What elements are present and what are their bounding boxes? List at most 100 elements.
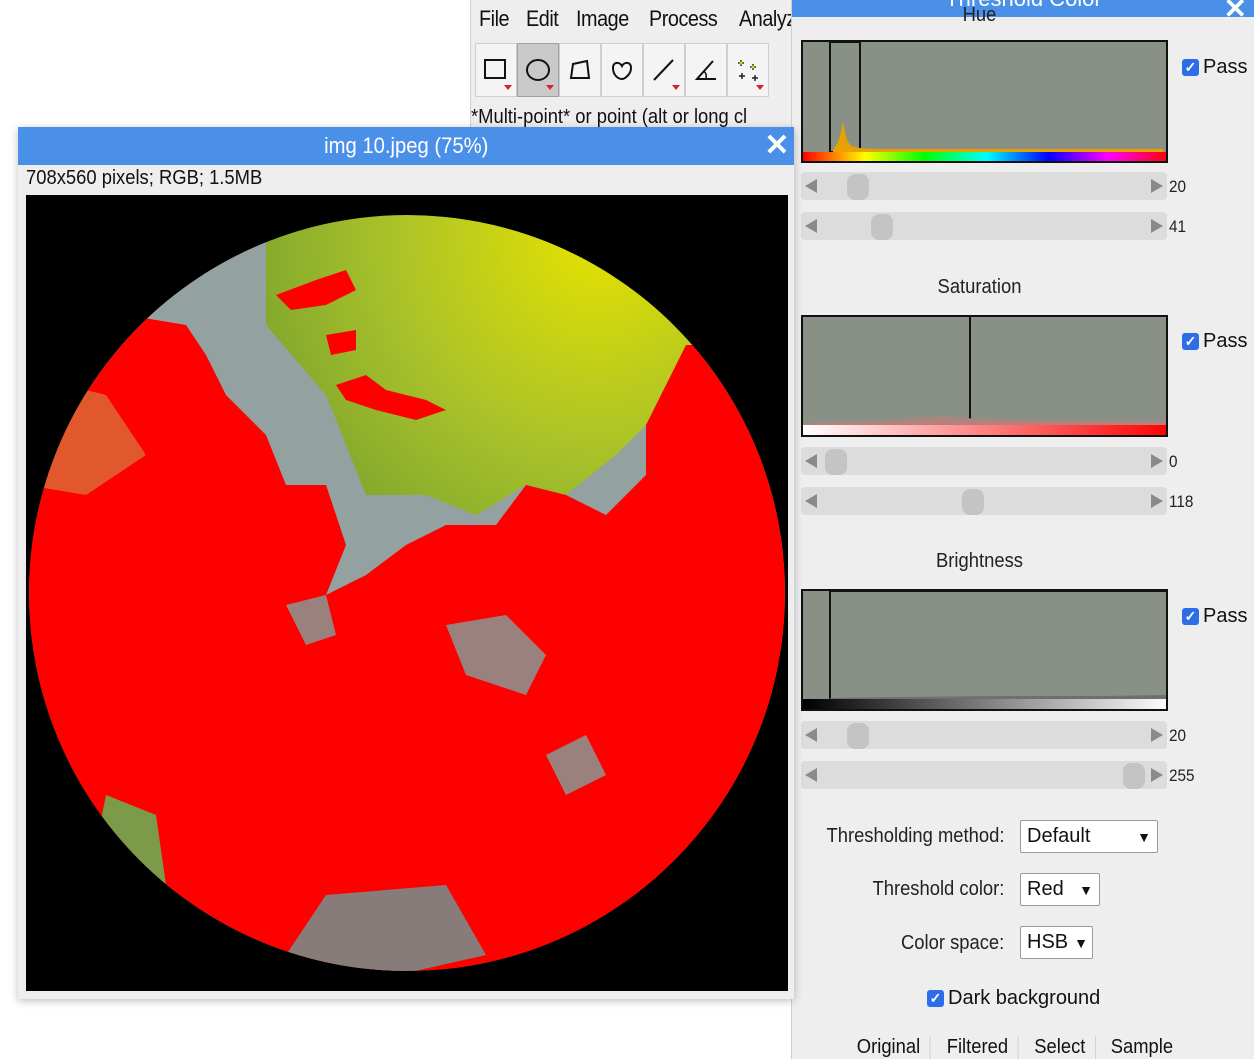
arrow-left-icon[interactable] xyxy=(805,179,817,193)
arrow-left-icon[interactable] xyxy=(805,219,817,233)
tool-bar xyxy=(475,43,769,97)
slider-knob[interactable] xyxy=(847,174,869,200)
sample-button[interactable]: Sample xyxy=(1110,1036,1174,1058)
brightness-pass-checkbox[interactable]: ✓ Pass xyxy=(1182,605,1247,628)
chevron-down-icon: ▼ xyxy=(1137,828,1151,845)
checkmark-icon: ✓ xyxy=(1182,59,1199,76)
arrow-left-icon[interactable] xyxy=(805,728,817,742)
freehand-select-icon xyxy=(611,61,633,81)
arrow-right-icon[interactable] xyxy=(1151,219,1163,233)
arrow-left-icon[interactable] xyxy=(805,768,817,782)
original-button[interactable]: Original xyxy=(848,1036,931,1059)
hue-label: Hue xyxy=(962,4,997,22)
hue-max-value: 41 xyxy=(1169,217,1187,236)
freehand-tool-button[interactable] xyxy=(601,43,643,97)
angle-tool-icon xyxy=(694,60,716,80)
dark-background-checkbox[interactable]: ✓ Dark background xyxy=(927,987,1100,1010)
line-tool-button[interactable] xyxy=(643,43,685,97)
angle-tool-button[interactable] xyxy=(685,43,727,97)
imagej-main-window: File Edit Image Process Analyze xyxy=(470,0,807,130)
slider-knob[interactable] xyxy=(847,723,869,749)
menu-image[interactable]: Image xyxy=(576,6,630,31)
menu-bar: File Edit Image Process Analyze xyxy=(471,0,828,38)
slider-knob[interactable] xyxy=(962,489,984,515)
button-row: Original Filtered Select Sample xyxy=(844,1036,1186,1059)
saturation-label: Saturation xyxy=(937,276,1022,298)
thresholding-method-select[interactable]: Default ▼ xyxy=(1020,820,1158,853)
hue-pass-checkbox[interactable]: ✓ Pass xyxy=(1182,56,1247,79)
oval-select-icon xyxy=(526,59,550,81)
brightness-min-value: 20 xyxy=(1169,726,1187,745)
brightness-histogram xyxy=(801,589,1168,711)
hue-min-slider[interactable] xyxy=(801,172,1167,200)
threshold-color-label: Threshold color: xyxy=(872,878,1004,900)
thresholding-method-label: Thresholding method: xyxy=(826,825,1004,847)
brightness-min-slider[interactable] xyxy=(801,721,1167,749)
checkmark-icon: ✓ xyxy=(1182,333,1199,350)
status-line: *Multi-point* or point (alt or long cl xyxy=(471,106,748,128)
brightness-label: Brightness xyxy=(936,550,1023,572)
multi-point-tool-icon xyxy=(738,60,758,81)
hue-histogram xyxy=(801,40,1168,163)
multi-point-tool-button[interactable] xyxy=(727,43,769,97)
threshold-title: Threshold Color xyxy=(792,0,1254,12)
image-window: img 10.jpeg (75%) ✕ 708x560 pixels; RGB;… xyxy=(18,127,794,999)
color-space-select[interactable]: HSB ▼ xyxy=(1020,926,1093,959)
select-button[interactable]: Select xyxy=(1025,1036,1096,1059)
brightness-pass-label: Pass xyxy=(1203,605,1248,627)
image-titlebar[interactable]: img 10.jpeg (75%) ✕ xyxy=(18,127,794,165)
arrow-right-icon[interactable] xyxy=(1151,768,1163,782)
rectangle-select-icon xyxy=(484,59,506,79)
line-tool-icon xyxy=(653,59,674,81)
image-canvas[interactable] xyxy=(26,195,788,991)
hue-histogram-plot xyxy=(803,42,1166,161)
hue-pass-label: Pass xyxy=(1203,56,1248,78)
arrow-right-icon[interactable] xyxy=(1151,728,1163,742)
image-title: img 10.jpeg (75%) xyxy=(323,133,489,158)
threshold-color-panel: Threshold Color ✕ Hue ✓ Pass 20 xyxy=(791,0,1254,1059)
arrow-right-icon[interactable] xyxy=(1151,494,1163,508)
menu-edit[interactable]: Edit xyxy=(526,6,559,31)
thresholding-method-value: Default xyxy=(1027,825,1091,847)
arrow-left-icon[interactable] xyxy=(805,494,817,508)
arrow-right-icon[interactable] xyxy=(1151,179,1163,193)
chevron-down-icon: ▼ xyxy=(1074,934,1088,951)
image-info: 708x560 pixels; RGB; 1.5MB xyxy=(26,167,263,189)
hue-max-slider[interactable] xyxy=(801,212,1167,240)
dark-background-label: Dark background xyxy=(948,987,1101,1009)
polygon-tool-button[interactable] xyxy=(559,43,601,97)
saturation-min-value: 0 xyxy=(1169,452,1178,471)
saturation-histogram xyxy=(801,315,1168,437)
saturation-pass-label: Pass xyxy=(1203,330,1248,352)
menu-process[interactable]: Process xyxy=(649,6,718,31)
saturation-pass-checkbox[interactable]: ✓ Pass xyxy=(1182,330,1247,353)
slider-knob[interactable] xyxy=(825,449,847,475)
brightness-histogram-plot xyxy=(803,591,1166,709)
saturation-histogram-plot xyxy=(803,317,1166,435)
polygon-select-icon xyxy=(569,59,591,79)
slider-knob[interactable] xyxy=(1123,763,1145,789)
menu-file[interactable]: File xyxy=(479,6,510,31)
arrow-left-icon[interactable] xyxy=(805,454,817,468)
slider-knob[interactable] xyxy=(871,214,893,240)
saturation-min-slider[interactable] xyxy=(801,447,1167,475)
rectangle-tool-button[interactable] xyxy=(475,43,517,97)
threshold-color-value: Red xyxy=(1027,878,1064,900)
color-space-label: Color space: xyxy=(900,932,1004,954)
close-icon[interactable]: ✕ xyxy=(764,129,790,162)
close-icon[interactable]: ✕ xyxy=(1223,0,1247,17)
chevron-down-icon: ▼ xyxy=(1079,881,1093,898)
oval-tool-button[interactable] xyxy=(517,43,559,97)
saturation-max-value: 118 xyxy=(1169,492,1194,511)
threshold-color-select[interactable]: Red ▼ xyxy=(1020,873,1100,906)
filtered-button[interactable]: Filtered xyxy=(937,1036,1019,1059)
color-space-value: HSB xyxy=(1027,931,1069,953)
brightness-max-value: 255 xyxy=(1169,766,1195,785)
threshold-titlebar: Threshold Color ✕ xyxy=(792,0,1254,17)
checkmark-icon: ✓ xyxy=(1182,608,1199,625)
thresholded-leaf-image xyxy=(29,215,785,971)
arrow-right-icon[interactable] xyxy=(1151,454,1163,468)
saturation-max-slider[interactable] xyxy=(801,487,1167,515)
brightness-max-slider[interactable] xyxy=(801,761,1167,789)
hue-min-value: 20 xyxy=(1169,177,1187,196)
